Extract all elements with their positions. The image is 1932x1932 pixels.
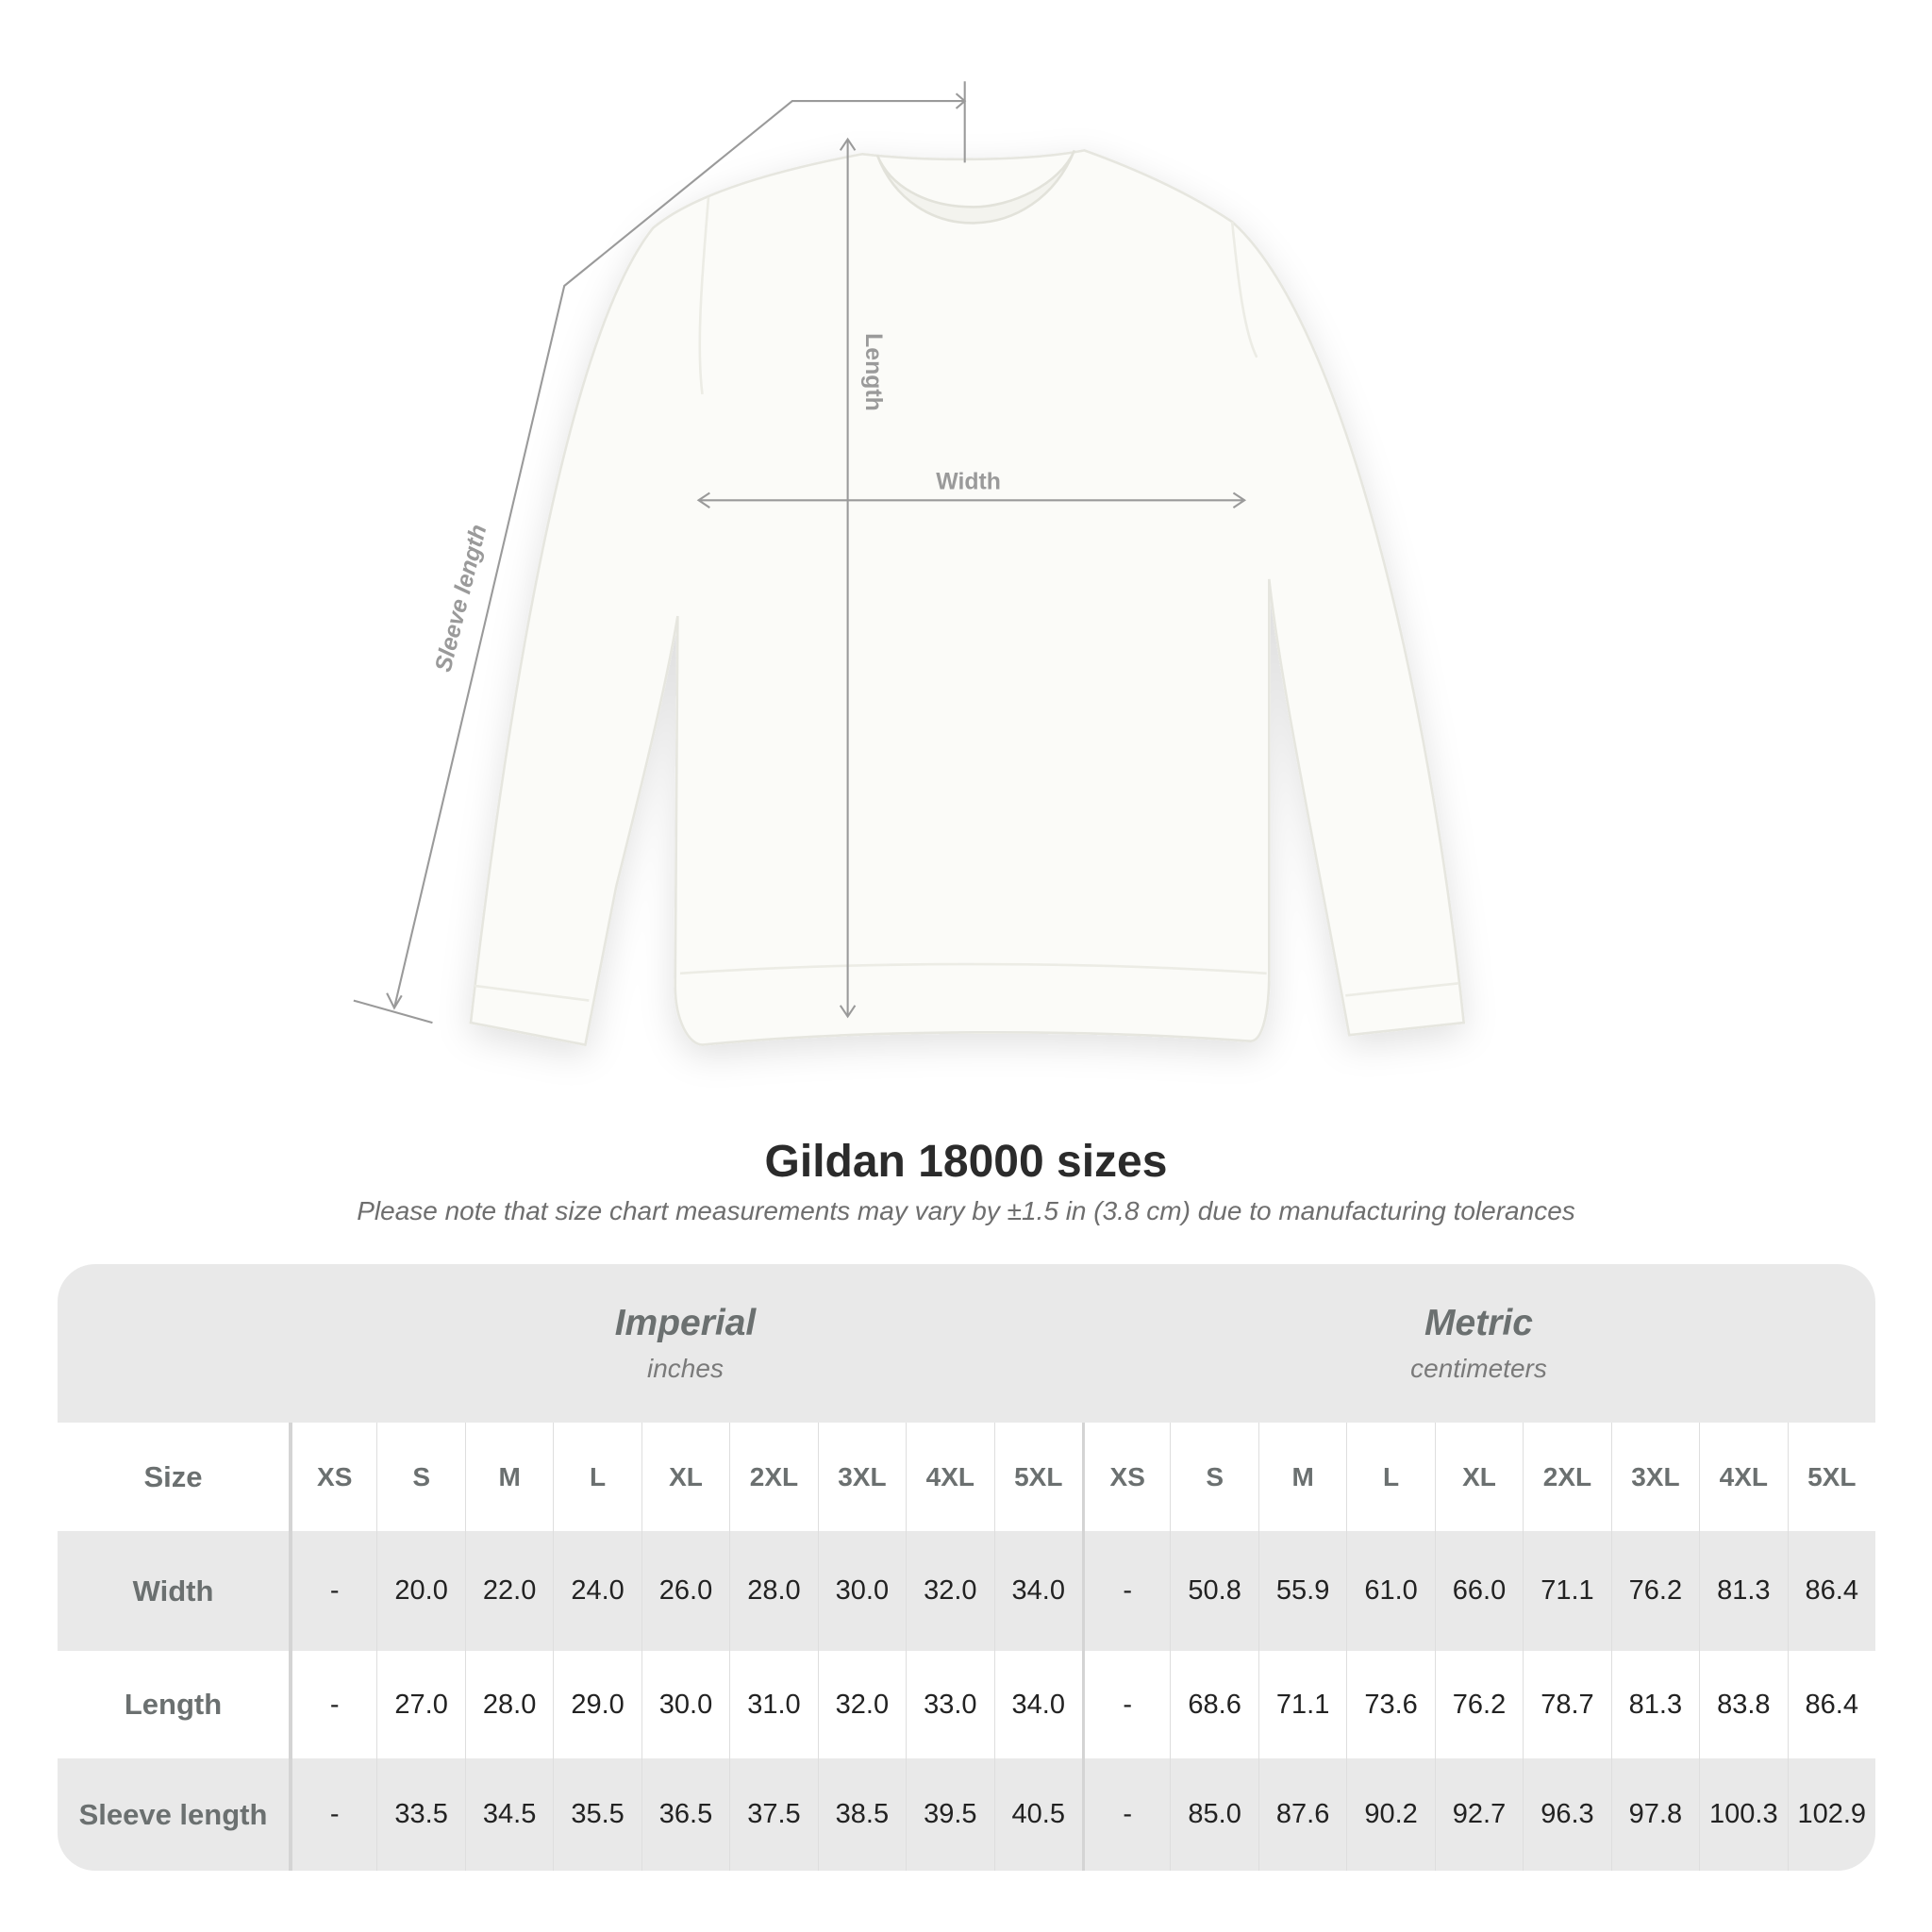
table-cell: 68.6 [1170,1651,1257,1758]
table-cell: - [1081,1651,1170,1758]
imperial-header: Imperial inches [289,1264,1082,1423]
table-cell: 102.9 [1787,1758,1875,1871]
metric-unit: centimeters [1410,1354,1547,1383]
size-header-imperial-4xl: 4XL [906,1423,993,1531]
measurement-lines [353,81,1247,1024]
table-cell: 26.0 [641,1531,730,1651]
size-chart-table: Imperial inches Metric centimeters Size X… [58,1264,1875,1871]
table-cell: 81.3 [1610,1651,1699,1758]
table-cell: 76.2 [1434,1651,1523,1758]
table-cell: 73.6 [1346,1651,1434,1758]
table-cell: 55.9 [1257,1531,1347,1651]
table-cell: 76.2 [1610,1531,1700,1651]
table-cell: - [289,1531,377,1651]
table-cell: 20.0 [376,1531,465,1651]
table-cell: - [289,1651,376,1758]
table-cell: 22.0 [464,1531,554,1651]
table-cell: 34.0 [993,1651,1082,1758]
page-title: Gildan 18000 sizes [764,1137,1168,1187]
size-header-metric-s: S [1170,1423,1257,1531]
size-header-imperial-3xl: 3XL [817,1423,906,1531]
table-cell: 30.0 [817,1531,907,1651]
sleeve-length-line [392,100,965,1008]
length-label: Length [860,333,886,411]
size-header-imperial-l: L [553,1423,641,1531]
table-cell: 24.0 [553,1531,641,1651]
table-cell: 92.7 [1434,1758,1524,1871]
table-cell: 81.3 [1699,1531,1788,1651]
size-header-metric-xs: XS [1081,1423,1170,1531]
imperial-unit: inches [647,1354,724,1383]
size-header-metric-m: M [1257,1423,1346,1531]
size-header-imperial-xs: XS [289,1423,376,1531]
table-cell: 50.8 [1170,1531,1258,1651]
sweatshirt-diagram: Length Width Sleeve length [353,81,1466,1047]
table-cell: 78.7 [1523,1651,1610,1758]
sleeve-arrow-icon [386,92,967,1010]
table-cell: 87.6 [1257,1758,1347,1871]
metric-title: Metric [1424,1303,1533,1343]
table-cell: 90.2 [1346,1758,1435,1871]
table-cell: 33.0 [906,1651,993,1758]
table-cell: - [1081,1531,1171,1651]
sleeve-length-label: Sleeve length [431,522,492,675]
table-cell: 30.0 [641,1651,729,1758]
table-cell: 97.8 [1610,1758,1700,1871]
table-cell: 100.3 [1699,1758,1788,1871]
table-cell: 35.5 [553,1758,641,1871]
size-header-imperial-5xl: 5XL [993,1423,1082,1531]
table-cell: 38.5 [817,1758,907,1871]
table-cell: 85.0 [1170,1758,1258,1871]
size-header-imperial-2xl: 2XL [729,1423,817,1531]
table-cell: - [289,1758,377,1871]
header-blank [58,1264,289,1423]
width-arrow-icon [696,491,1247,508]
table-cell: 96.3 [1523,1758,1611,1871]
table-cell: 36.5 [641,1758,730,1871]
table-cell: 27.0 [376,1651,464,1758]
table-cell: 33.5 [376,1758,465,1871]
table-cell: 86.4 [1787,1531,1875,1651]
metric-header: Metric centimeters [1081,1264,1875,1423]
size-header-metric-l: L [1346,1423,1434,1531]
table-cell: 86.4 [1787,1651,1875,1758]
table-cell: 28.0 [729,1531,818,1651]
table-cell: 71.1 [1523,1531,1611,1651]
table-cell: 28.0 [464,1651,553,1758]
table-cell: 32.0 [817,1651,906,1758]
table-cell: 71.1 [1257,1651,1346,1758]
size-header-metric-3xl: 3XL [1610,1423,1699,1531]
sleeve-bottom-tick [353,999,433,1024]
row-label-width: Width [58,1531,289,1651]
size-header-metric-xl: XL [1434,1423,1523,1531]
sweatshirt-image [469,148,1466,1047]
tolerance-note: Please note that size chart measurements… [357,1196,1575,1225]
table-cell: - [1081,1758,1171,1871]
size-header-imperial-xl: XL [641,1423,729,1531]
row-label-length: Length [124,1688,223,1721]
size-header-imperial-m: M [464,1423,553,1531]
row-label-sleeve-length: Sleeve length [58,1758,289,1871]
table-cell: 83.8 [1699,1651,1787,1758]
width-label: Width [936,470,1001,495]
table-cell: 29.0 [553,1651,641,1758]
table-cell: 34.5 [464,1758,554,1871]
imperial-title: Imperial [614,1303,757,1343]
size-header-metric-2xl: 2XL [1523,1423,1610,1531]
table-cell: 39.5 [906,1758,994,1871]
table-cell: 34.0 [993,1531,1082,1651]
length-arrow-icon [839,137,857,1019]
size-row-label: Size [143,1459,203,1493]
table-cell: 61.0 [1346,1531,1435,1651]
table-cell: 32.0 [906,1531,994,1651]
table-cell: 37.5 [729,1758,818,1871]
table-cell: 40.5 [993,1758,1082,1871]
size-header-metric-4xl: 4XL [1699,1423,1787,1531]
size-header-metric-5xl: 5XL [1787,1423,1875,1531]
table-cell: 31.0 [729,1651,817,1758]
table-cell: 66.0 [1434,1531,1524,1651]
size-header-imperial-s: S [376,1423,464,1531]
